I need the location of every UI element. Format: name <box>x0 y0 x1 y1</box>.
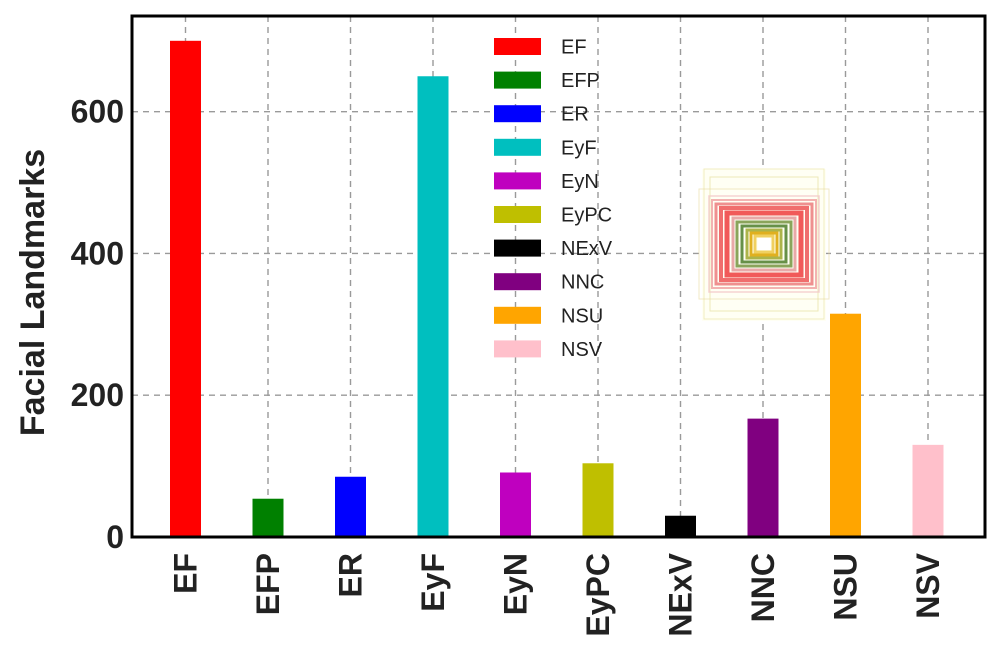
y-axis-label: Facial Landmarks <box>14 149 52 436</box>
legend-swatch-eyn <box>494 172 541 190</box>
bar-er <box>335 476 366 537</box>
inset-thumbnail <box>698 168 830 321</box>
y-tick-label: 0 <box>106 519 124 555</box>
legend-label-ef: EF <box>561 37 587 59</box>
legend-label-nsu: NSU <box>561 305 603 327</box>
inset-box <box>735 220 793 268</box>
legend-swatch-nsu <box>494 306 541 324</box>
legend-swatch-er <box>494 105 541 123</box>
x-tick-label-ef: EF <box>168 553 204 594</box>
x-tick-label-eypc: EyPC <box>580 553 616 637</box>
bar-efp <box>252 498 284 537</box>
y-tick-label: 400 <box>71 235 124 271</box>
legend-swatch-efp <box>494 71 541 89</box>
inset-box <box>714 202 814 286</box>
legend-label-eyf: EyF <box>561 137 597 159</box>
x-tick-label-nexv: NExV <box>663 552 699 636</box>
inset-box <box>740 224 788 264</box>
x-tick-label-nnc: NNC <box>745 553 781 622</box>
inset-box <box>719 206 809 282</box>
y-tick-label: 200 <box>71 377 124 413</box>
legend-swatch-nnc <box>494 273 541 291</box>
inset-box <box>724 210 804 278</box>
legend-label-eyn: EyN <box>561 171 599 193</box>
legend-swatch-nsv <box>494 340 541 358</box>
x-tick-label-nsu: NSU <box>828 553 864 621</box>
inset-box <box>698 188 830 300</box>
inset-box <box>711 199 817 289</box>
legend-label-nexv: NExV <box>561 238 613 260</box>
inset-box <box>731 216 797 272</box>
bar-nexv <box>665 515 696 537</box>
bar-nsu <box>830 313 861 537</box>
inset-box <box>709 176 819 312</box>
bar-ef <box>170 40 201 538</box>
bar-nnc <box>747 418 779 537</box>
bar-eyn <box>500 472 531 537</box>
inset-box <box>749 231 779 257</box>
bar-eyf <box>417 76 449 537</box>
x-tick-label-eyn: EyN <box>498 553 534 615</box>
plot-frame <box>130 14 987 539</box>
bar-eypc <box>582 463 614 537</box>
inset-box <box>708 195 820 293</box>
legend-swatch-eypc <box>494 206 541 223</box>
x-tick-label-eyf: EyF <box>415 553 451 612</box>
axes <box>130 14 987 539</box>
legend-swatch-nexv <box>494 239 541 257</box>
legend-label-eypc: EyPC <box>561 205 612 227</box>
legend-label-nnc: NNC <box>561 272 604 294</box>
legend: EF EFP ER EyF EyN EyPC NExV NNC NSU NSV <box>494 37 613 361</box>
tick-labels: 0 200 400 600 EF EFP ER EyF EyN EyPC NExV NNC NSU NSV <box>71 94 946 637</box>
legend-swatch-ef <box>494 38 541 55</box>
bar-layer <box>170 40 944 538</box>
legend-swatch-eyf <box>494 138 541 156</box>
legend-label-efp: EFP <box>561 70 600 92</box>
bar-nsv <box>912 444 944 537</box>
x-tick-label-er: ER <box>333 553 369 597</box>
x-tick-label-nsv: NSV <box>910 552 946 618</box>
legend-label-nsv: NSV <box>561 339 603 361</box>
y-tick-label: 600 <box>71 94 124 130</box>
inset-center <box>758 238 770 250</box>
inset-box <box>753 234 775 254</box>
x-tick-label-efp: EFP <box>250 553 286 615</box>
inset-box <box>745 228 783 260</box>
inset-box <box>703 168 825 320</box>
legend-label-er: ER <box>561 104 589 126</box>
